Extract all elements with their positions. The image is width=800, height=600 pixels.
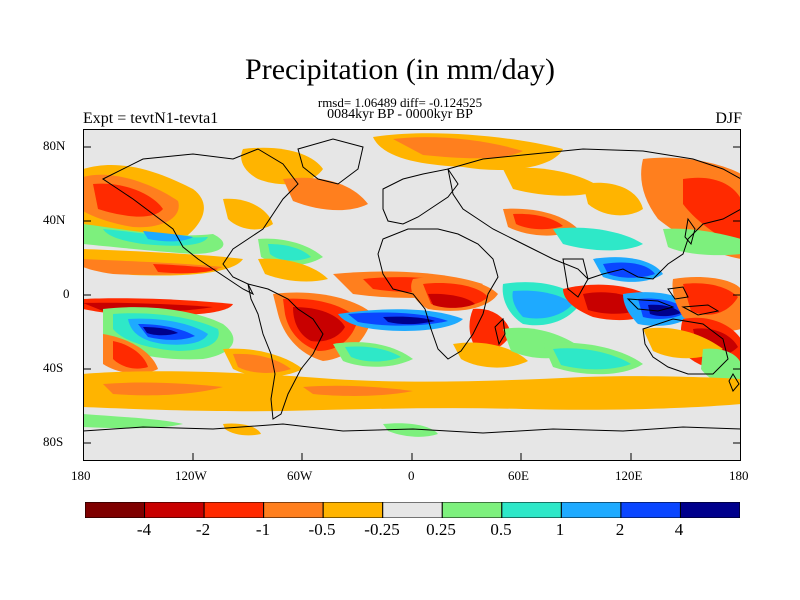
colorbar-label: -4 <box>136 520 152 539</box>
lat-label-40s: 40S <box>43 360 64 375</box>
colorbar-cell <box>679 502 740 518</box>
colorbar-label: -0.5 <box>308 520 336 539</box>
colorbar <box>85 502 740 518</box>
lon-label-180w: 180 <box>71 468 91 483</box>
precip-anomaly-map <box>83 129 741 461</box>
colorbar-label: 1 <box>555 520 565 539</box>
colorbar-cell <box>501 502 562 518</box>
lat-label-40n: 40N <box>43 212 66 227</box>
axis-ticks <box>83 146 741 461</box>
period-line: 0084kyr BP - 0000kyr BP <box>327 107 473 122</box>
plot-title: Precipitation (in mm/day) <box>245 53 555 86</box>
colorbar-cell <box>203 502 265 518</box>
lon-label-60e: 60E <box>508 468 529 483</box>
colorbar-cell <box>620 502 681 518</box>
lon-label-0: 0 <box>408 468 415 483</box>
stats-line: rmsd= 1.06489 diff= -0.124525 <box>317 95 483 110</box>
colorbar-label: -1 <box>255 520 271 539</box>
colorbar-label: 4 <box>674 520 684 539</box>
experiment-label: Expt = tevtN1-tevta1 <box>83 110 219 127</box>
colorbar-label: 0.5 <box>490 520 512 539</box>
colorbar-label: -2 <box>195 520 211 539</box>
colorbar-label: -0.25 <box>364 520 400 539</box>
colorbar-cell <box>560 502 622 518</box>
lat-label-0: 0 <box>63 286 70 301</box>
colorbar-cell <box>322 502 384 518</box>
lon-label-120e: 120E <box>615 468 643 483</box>
lon-label-120w: 120W <box>175 468 207 483</box>
colorbar-cell <box>85 502 146 518</box>
colorbar-labels: -4 -2 -1 -0.5 -0.25 0.25 0.5 1 2 4 <box>0 520 800 544</box>
lon-label-60w: 60W <box>287 468 313 483</box>
colorbar-cell <box>382 502 443 518</box>
lon-label-180e: 180 <box>729 468 749 483</box>
colorbar-label: 0.25 <box>426 520 456 539</box>
colorbar-cell <box>263 502 324 518</box>
anomaly-fields <box>83 133 741 437</box>
colorbar-cell <box>441 502 503 518</box>
lat-label-80n: 80N <box>43 138 66 153</box>
season-label: DJF <box>715 110 742 127</box>
coastlines <box>83 138 741 434</box>
lat-label-80s: 80S <box>43 434 64 449</box>
colorbar-label: 2 <box>615 520 625 539</box>
colorbar-cell <box>144 502 205 518</box>
